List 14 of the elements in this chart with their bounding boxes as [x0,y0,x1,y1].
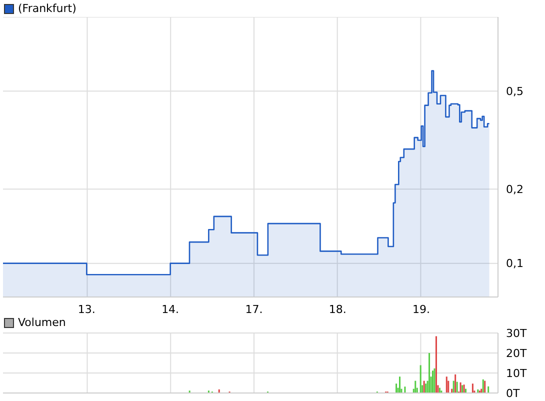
text: Volumen [18,316,66,329]
y-tick-label: 0,5 [506,85,524,98]
x-tick-label: 19. [412,302,430,316]
x-tick-label: 18. [328,302,346,316]
y-tick-label: 0T [506,386,520,400]
y-tick-label: 30T [506,326,527,340]
legend-label: (Frankfurt) [18,2,76,15]
x-tick-label: 17. [245,302,263,316]
x-tick-label: 13. [78,302,96,316]
y-tick-label: 20T [506,346,527,360]
y-tick-label: 10T [506,366,527,380]
y-tick-label: 0,1 [506,257,524,270]
y-tick-label: 0,2 [506,183,524,196]
x-tick-label: 14. [162,302,180,316]
